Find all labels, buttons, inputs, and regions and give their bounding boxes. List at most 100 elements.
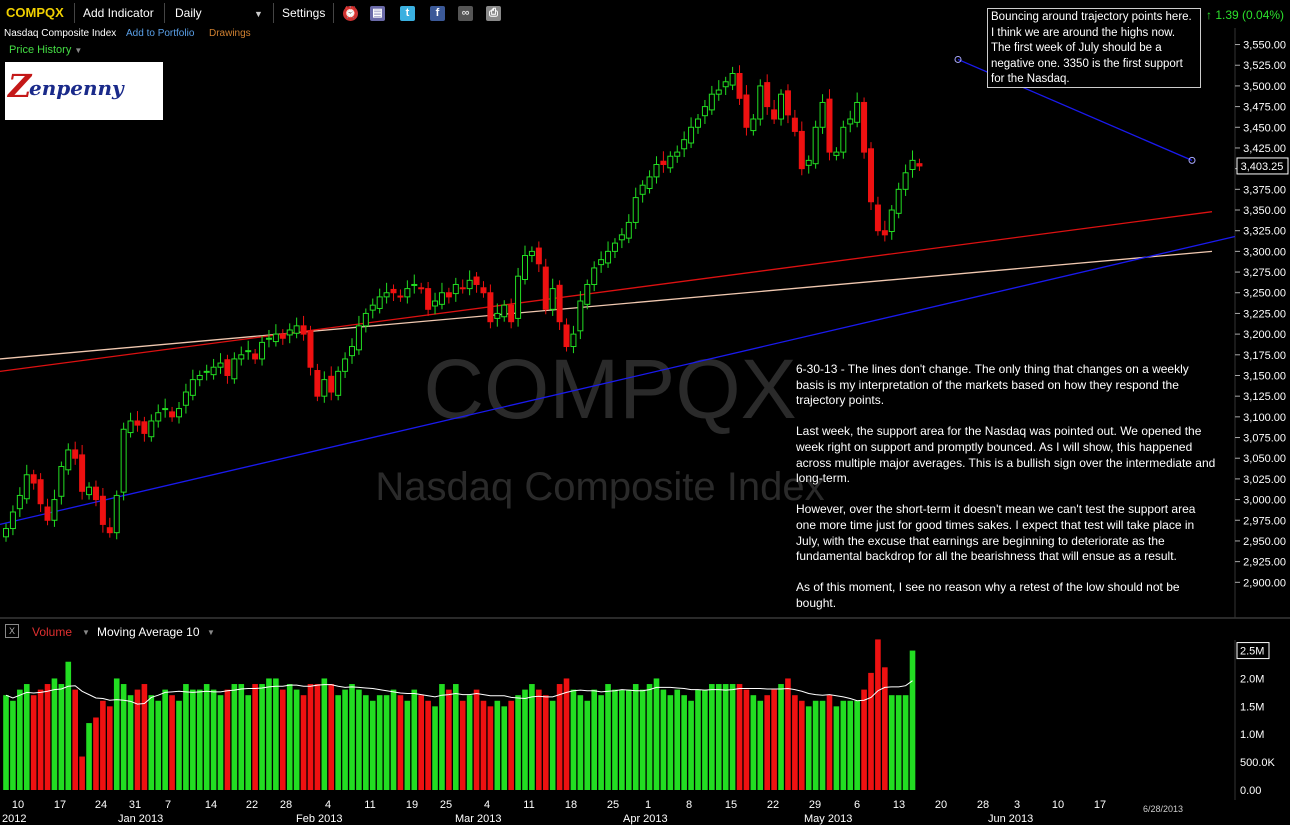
candle-body <box>452 283 459 295</box>
binoculars-icon[interactable]: ∞ <box>458 6 473 21</box>
volume-bar <box>902 695 909 790</box>
settings-button[interactable]: Settings <box>282 6 326 20</box>
alarm-clock-icon[interactable]: ⏰ <box>343 6 358 21</box>
chevron-down-icon[interactable]: ▼ <box>254 9 263 19</box>
candle-body <box>307 330 314 368</box>
add-indicator-button[interactable]: Add Indicator <box>83 6 154 20</box>
symbol-input[interactable]: COMPQX <box>6 5 64 20</box>
volume-bar <box>778 684 784 790</box>
candle-body <box>501 304 508 318</box>
x-date-label: 7 <box>165 799 171 811</box>
candle-body <box>881 230 888 236</box>
candle-body <box>570 333 577 348</box>
candle-body <box>23 474 30 500</box>
volume-bar <box>86 723 92 790</box>
volume-bar <box>259 684 265 790</box>
candle-body <box>660 160 667 166</box>
toolbar-divider <box>164 3 165 23</box>
volume-bar <box>37 689 44 790</box>
index-name: Nasdaq Composite Index <box>4 28 117 39</box>
volume-bar <box>702 689 708 790</box>
y-tick-label: 3,550.00 <box>1243 40 1286 52</box>
last-date-label: 6/28/2013 <box>1143 804 1183 814</box>
annotation-note-top: Bouncing around trajectory points here. … <box>987 8 1201 88</box>
volume-bar <box>882 667 888 790</box>
volume-bar <box>667 695 674 790</box>
candle-body <box>764 82 771 108</box>
zenpenny-logo: Z enpenny <box>5 62 163 120</box>
moving-average-label[interactable]: Moving Average 10 <box>97 625 200 639</box>
candle-body <box>819 101 826 128</box>
y-tick-label: 3,325.00 <box>1243 226 1286 238</box>
print-icon[interactable]: ⎙ <box>486 6 501 21</box>
layers-icon[interactable]: ▤ <box>370 6 385 21</box>
volume-bar <box>536 689 542 790</box>
note-paragraph: However, over the short-term it doesn't … <box>796 502 1196 564</box>
y-tick-label: 3,100.00 <box>1243 412 1286 424</box>
candle-body <box>369 304 376 311</box>
volume-bar <box>349 684 355 790</box>
add-to-portfolio-link[interactable]: Add to Portfolio <box>126 28 195 39</box>
candle-body <box>328 375 335 393</box>
x-month-label: Apr 2013 <box>623 813 668 825</box>
volume-bar <box>563 678 570 790</box>
candle-body <box>535 247 542 265</box>
candle-body <box>798 130 805 170</box>
volume-bar <box>487 706 494 790</box>
x-month-label: Jan 2013 <box>118 813 163 825</box>
candle-body <box>584 283 591 305</box>
volume-bar <box>23 684 30 790</box>
volume-bar <box>453 684 459 790</box>
volume-bar <box>743 689 750 790</box>
candle-body <box>805 159 812 166</box>
candle-body <box>86 486 93 496</box>
candle-body <box>909 159 916 170</box>
volume-bar <box>840 700 847 790</box>
price-history-menu[interactable]: Price History ▼ <box>9 44 83 56</box>
candle-body <box>335 370 342 396</box>
candle-body <box>404 288 411 298</box>
y-tick-label: 3,275.00 <box>1243 267 1286 279</box>
candle-body <box>134 420 141 426</box>
candle-body <box>203 370 210 373</box>
chevron-down-icon[interactable]: ▼ <box>82 628 90 637</box>
volume-bar <box>397 695 404 790</box>
volume-bar <box>10 700 16 790</box>
candle-body <box>445 292 452 298</box>
candle-body <box>708 93 715 111</box>
candle-body <box>674 151 681 157</box>
facebook-icon[interactable]: f <box>430 6 445 21</box>
volume-last-box <box>1236 642 1270 660</box>
x-date-label: 29 <box>809 799 821 811</box>
close-panel-button[interactable]: X <box>5 624 19 638</box>
volume-bar <box>252 684 258 790</box>
twitter-icon[interactable]: t <box>400 6 415 21</box>
candle-body <box>902 172 909 190</box>
volume-bar <box>404 700 411 790</box>
watermark-name: Nasdaq Composite Index <box>375 465 824 509</box>
candle-body <box>44 506 51 521</box>
candle-body <box>861 101 868 153</box>
y-tick-label: 2,975.00 <box>1243 515 1286 527</box>
candle-body <box>895 188 902 214</box>
candle-body <box>598 259 605 266</box>
drawings-link[interactable]: Drawings <box>209 28 251 39</box>
note-paragraph: 6-30-13 - The lines don't change. The on… <box>796 362 1189 408</box>
candle-body <box>757 85 764 120</box>
price-change-value: 1.39 (0.04%) <box>1215 8 1285 22</box>
volume-y-tick-label: 2.5M <box>1240 646 1264 658</box>
period-select[interactable]: Daily <box>175 6 202 20</box>
volume-bar <box>183 684 189 790</box>
candle-body <box>245 350 252 353</box>
volume-label[interactable]: Volume <box>32 625 73 639</box>
candle-body <box>632 197 639 223</box>
chevron-down-icon[interactable]: ▼ <box>207 628 215 637</box>
volume-bar <box>799 700 805 790</box>
volume-bar <box>819 700 826 790</box>
x-date-label: 19 <box>406 799 418 811</box>
volume-bar <box>459 700 466 790</box>
volume-bar <box>321 678 328 790</box>
candle-body <box>279 333 286 339</box>
candle-body <box>30 474 37 484</box>
volume-bar <box>515 695 521 790</box>
